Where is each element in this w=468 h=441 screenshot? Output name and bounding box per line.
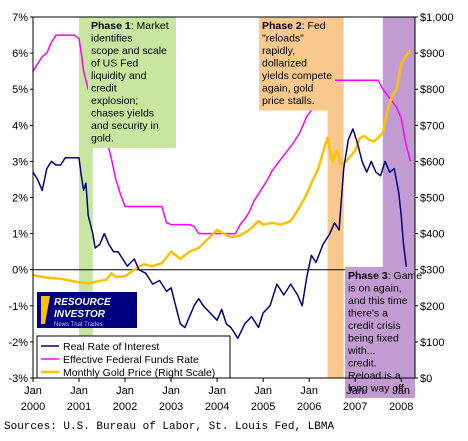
x-tick-label-month: Jan (162, 385, 180, 397)
annotation-box-3 (345, 267, 415, 398)
x-tick-label-year: 2004 (205, 401, 229, 413)
annotation-rest: : Fed (302, 20, 326, 32)
axes: 7% 6% 5% 4% 3% 2% 1% 0% -1% -2% -3% $1,000 $900 $800 $… (8, 12, 453, 413)
right-tick-label: $700 (420, 120, 444, 132)
annotation-line: again, gold (262, 83, 314, 95)
annotation-line: Reload is a (348, 370, 401, 382)
left-tick-label: -1% (8, 301, 28, 313)
x-tick-label-month: Jan (346, 385, 364, 397)
x-tick-label-month: Jan (70, 385, 88, 397)
logo-text-bottom: INVESTOR (54, 309, 106, 320)
logo-tagline: News That Trades (54, 322, 103, 328)
right-tick-label: $0 (420, 373, 432, 385)
annotation-line: chases yields (91, 108, 154, 120)
x-tick-label-year: 2008 (389, 401, 413, 413)
left-tick-label: 6% (12, 48, 28, 60)
annotation-line: being fixed (348, 333, 399, 345)
left-tick-label: -2% (8, 337, 28, 349)
right-tick-label: $100 (420, 337, 444, 349)
right-tick-label: $800 (420, 84, 444, 96)
annotation-line: Phase 3: Game (348, 270, 422, 282)
annotation-line: identifies (91, 33, 132, 45)
annotation-line: Phase 2: Fed (262, 20, 326, 32)
right-tick-label: $900 (420, 48, 444, 60)
right-tick-label: $200 (420, 301, 444, 313)
annotation-line: and security in (91, 120, 159, 132)
annotation-line: and this time (348, 295, 408, 307)
x-tick-label-year: 2005 (251, 401, 275, 413)
annotation-text-1: Phase 1: Market identifies scope and scale… (91, 20, 169, 145)
x-tick-label-month: Jan (300, 385, 318, 397)
annotation-line: credit crisis (348, 320, 401, 332)
annotation-bold: Phase 3 (348, 270, 388, 282)
legend-label-3: Monthly Gold Price (Right Scale) (63, 367, 215, 379)
legend-box (36, 335, 231, 379)
x-tick-label-year: 2002 (113, 401, 137, 413)
annotation-line: dollarized (262, 58, 307, 70)
legend-label-1: Real Rate of Interest (63, 341, 159, 353)
logo-mark-icon (41, 296, 50, 324)
right-tick-label: $1,000 (420, 12, 454, 24)
series-line-3 (32, 48, 412, 285)
annotation-line: long way off. (348, 383, 407, 395)
left-tick-label: 1% (12, 229, 28, 241)
right-tick-label: $500 (420, 193, 444, 205)
x-tick-label-year: 2000 (21, 401, 45, 413)
annotation-line: rapidly, (262, 45, 295, 57)
source-note: Sources: U.S. Bureau of Labor, St. Louis… (4, 421, 335, 433)
logo-text-top: RESOURCE (54, 297, 111, 308)
annotation-line: credit (91, 83, 117, 95)
annotation-line: gold. (91, 133, 114, 145)
x-tick-label-year: 2007 (343, 401, 367, 413)
x-tick-label-year: 2003 (159, 401, 183, 413)
x-tick-label-year: 2001 (67, 401, 91, 413)
series-line-1 (32, 128, 415, 340)
left-tick-label: 7% (12, 12, 28, 24)
x-tick-label-month: Jan (254, 385, 272, 397)
x-tick-label-month: Jan (116, 385, 134, 397)
annotation-bold: Phase 2 (262, 20, 302, 32)
annotation-line: explosion; (91, 95, 138, 107)
annotation-line: liquidity and (91, 70, 147, 82)
annotation-rest: : Market (131, 20, 169, 32)
annotation-line: yields compete (262, 70, 332, 82)
left-tick-label: 3% (12, 156, 28, 168)
annotation-bold: Phase 1 (91, 20, 131, 32)
left-tick-label: -3% (8, 373, 28, 385)
annotation-rest: : Game (388, 270, 423, 282)
annotation-text-2: Phase 2: Fed "reloads" rapidly, dollarized y… (262, 20, 332, 107)
annotation-text-3: Phase 3: Game is on again, and this time th… (347, 270, 422, 395)
annotation-line: is on again, (348, 283, 402, 295)
left-tick-label: 4% (12, 120, 28, 132)
left-tick-label: 5% (12, 84, 28, 96)
left-tick-label: 0% (12, 265, 28, 277)
annotation-line: price stalls. (262, 95, 315, 107)
left-tick-label: 2% (12, 193, 28, 205)
x-tick-label-month: Jan (24, 385, 42, 397)
annotation-line: "reloads" (262, 33, 304, 45)
x-tick-label-month: Jan (392, 385, 410, 397)
annotation-line: scope and scale (91, 45, 167, 57)
annotation-line: there's a (348, 308, 388, 320)
legend-label-2: Effective Federal Funds Rate (63, 354, 199, 366)
right-tick-label: $300 (420, 265, 444, 277)
annotation-line: of US Fed (91, 58, 138, 70)
annotation-box-2 (259, 17, 335, 111)
annotation-line: with... (347, 345, 375, 357)
right-tick-label: $600 (420, 156, 444, 168)
annotation-line: Phase 1: Market (91, 20, 169, 32)
logo-background (37, 292, 137, 328)
right-tick-label: $400 (420, 229, 444, 241)
phase-annotations: Phase 1: Market identifies scope and scale… (88, 17, 422, 398)
x-tick-label-year: 2006 (297, 401, 321, 413)
annotation-box-1 (88, 17, 176, 148)
annotation-line: credit. (348, 358, 377, 370)
x-tick-label-month: Jan (208, 385, 226, 397)
